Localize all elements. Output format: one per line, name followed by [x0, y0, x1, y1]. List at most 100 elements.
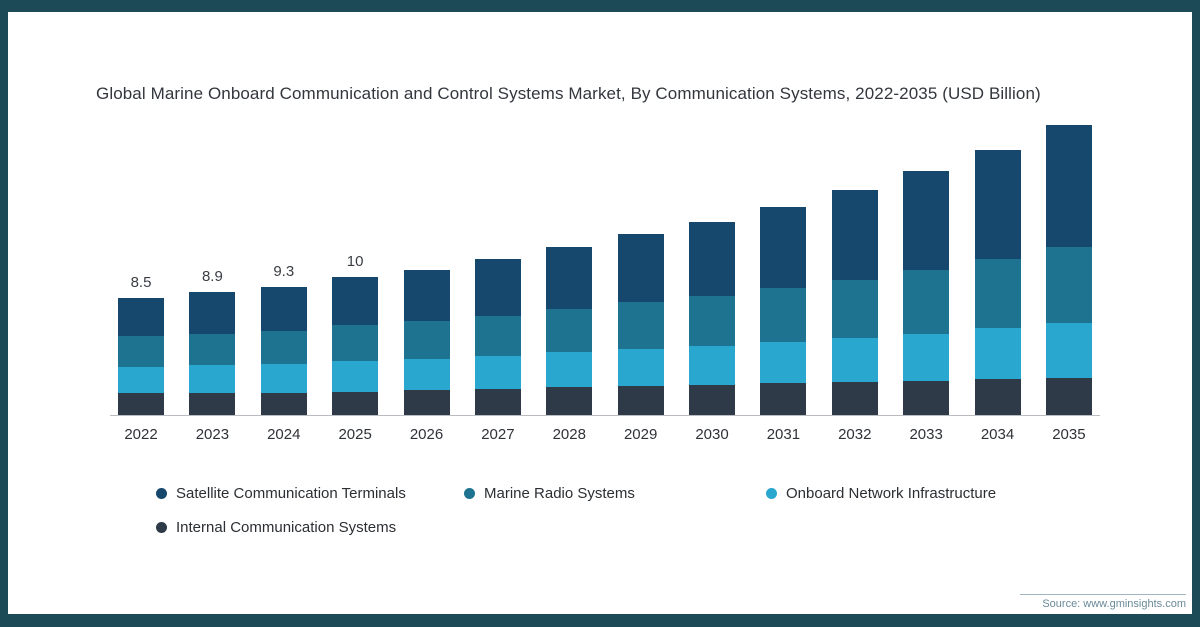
bar-segment [903, 270, 950, 334]
bar-segment [189, 292, 236, 334]
bar-2022: 8.5 [118, 274, 164, 415]
bar-segment [1045, 246, 1092, 323]
bar-segment [617, 348, 664, 386]
legend-label: Internal Communication Systems [176, 519, 397, 536]
bar-2034 [974, 150, 1021, 415]
bar-segment [118, 336, 164, 367]
bar-stack [831, 190, 878, 415]
bar-2028 [546, 246, 593, 415]
bar-segment [118, 297, 164, 337]
x-axis-label: 2035 [1052, 426, 1086, 443]
x-axis-label: 2034 [980, 426, 1015, 443]
chart-plot: 8.5 8.9 9.3 10 2022 2023 2024 2025 2026 2027 2028… [110, 116, 1100, 443]
bar-2024: 9.3 [260, 263, 307, 415]
bar-segment [760, 383, 807, 415]
bar-stack [546, 246, 593, 415]
bar-segment [260, 286, 307, 331]
bar-2023: 8.9 [189, 268, 236, 415]
bar-stack [1045, 125, 1092, 415]
bar-segment [760, 341, 807, 384]
bar-2031 [760, 206, 807, 415]
x-axis-label: 2031 [766, 426, 801, 443]
bar-2029 [617, 234, 664, 415]
bar-segment [617, 234, 664, 302]
bar-2026 [403, 270, 450, 415]
legend-item: Marine Radio Systems [464, 485, 766, 502]
bar-segment [332, 361, 379, 392]
bar-2033 [903, 170, 950, 415]
bar-value-label: 8.5 [130, 273, 152, 291]
bar-segment [974, 259, 1021, 329]
x-axis-label: 2027 [481, 426, 515, 443]
bar-segment [474, 388, 521, 415]
bar-stack [474, 259, 521, 415]
bar-segment [903, 170, 950, 271]
bar-segment [831, 190, 878, 280]
bar-2027 [474, 259, 521, 415]
legend-item: Onboard Network Infrastructure [766, 485, 1096, 502]
chart-title: Global Marine Onboard Communication and … [96, 84, 1041, 103]
bar-stack [974, 150, 1021, 415]
bar-segment [831, 381, 878, 415]
bar-segment [974, 328, 1021, 380]
bar-segment [260, 330, 307, 364]
plot-area: 8.5 8.9 9.3 10 [110, 116, 1100, 416]
bar-segment [189, 333, 236, 366]
bar-segment [546, 246, 593, 309]
legend-dot-icon [156, 522, 167, 533]
bar-segment [974, 379, 1021, 415]
bar-segment [760, 206, 807, 289]
legend-dot-icon [766, 488, 777, 499]
x-axis-label: 2033 [909, 426, 943, 443]
bar-segment [689, 296, 735, 347]
legend-label: Marine Radio Systems [484, 485, 635, 502]
bar-segment [760, 288, 807, 342]
bar-segment [189, 365, 236, 393]
bar-segment [403, 270, 450, 322]
bar-segment [689, 221, 735, 297]
x-axis-labels: 2022 2023 2024 2025 2026 2027 2028 2029 2030 2031… [110, 426, 1100, 443]
x-axis-label: 2022 [124, 426, 158, 443]
bar-stack [403, 270, 450, 415]
bar-segment [546, 387, 593, 415]
bar-segment [546, 351, 593, 388]
legend-dot-icon [156, 488, 167, 499]
bar-segment [903, 333, 950, 381]
x-axis-label: 2032 [838, 426, 872, 443]
bar-segment [332, 391, 379, 415]
bar-stack [903, 170, 950, 415]
x-axis-label: 2026 [409, 426, 444, 443]
bar-segment [903, 380, 950, 415]
bar-segment [474, 315, 521, 356]
bar-stack [332, 276, 379, 415]
bar-stack [689, 221, 735, 415]
bar-segment [546, 308, 593, 352]
bar-segment [831, 279, 878, 338]
bar-segment [332, 325, 379, 362]
bar-segment [1045, 125, 1092, 247]
x-axis-label: 2028 [552, 426, 586, 443]
x-axis-label: 2023 [195, 426, 230, 443]
x-axis-label: 2029 [623, 426, 658, 443]
bar-segment [474, 355, 521, 389]
bar-stack [118, 297, 164, 415]
bar-stack [189, 292, 236, 415]
bar-stack [617, 234, 664, 415]
x-axis-label: 2024 [267, 426, 301, 443]
bar-stack [260, 286, 307, 415]
bar-segment [118, 366, 164, 393]
legend-item: Satellite Communication Terminals [156, 485, 464, 502]
bar-segment [974, 150, 1021, 260]
bar-value-label: 10 [346, 252, 364, 270]
bar-stack [760, 206, 807, 415]
x-axis-label: 2025 [338, 426, 372, 443]
bar-segment [332, 276, 379, 326]
bar-segment [403, 321, 450, 359]
legend-label: Satellite Communication Terminals [176, 485, 406, 502]
legend-label: Onboard Network Infrastructure [786, 485, 997, 502]
source-credit: Source: www.gminsights.com [1020, 594, 1186, 610]
x-axis-label: 2030 [695, 426, 729, 443]
bar-segment [189, 392, 236, 415]
bar-2032 [831, 190, 878, 415]
bar-segment [260, 363, 307, 393]
